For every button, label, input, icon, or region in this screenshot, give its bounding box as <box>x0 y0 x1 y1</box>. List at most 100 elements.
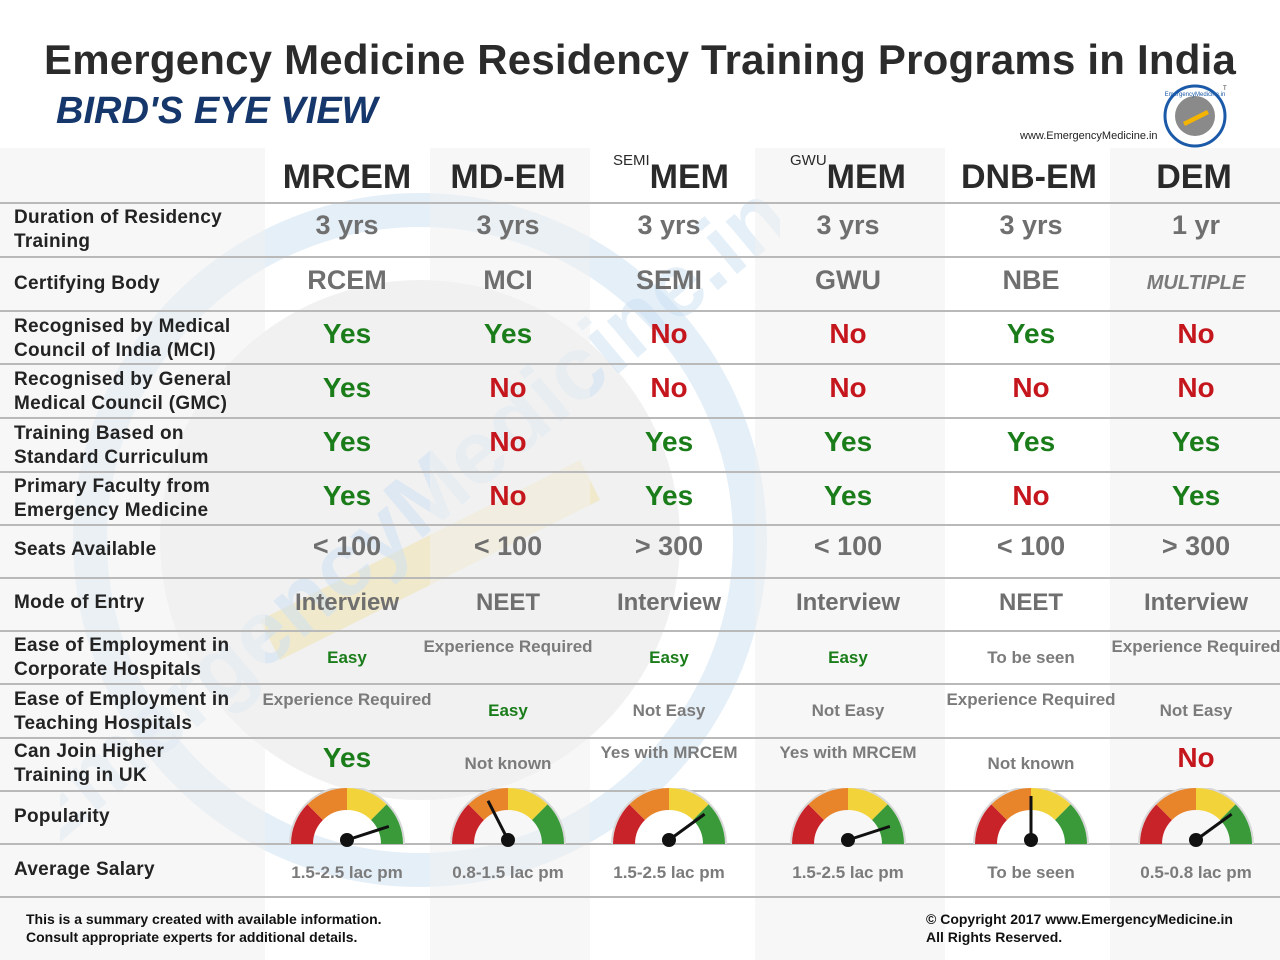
gauge-segment <box>1220 804 1252 844</box>
cell-duration-semi-mem: 3 yrs <box>637 210 701 240</box>
row-label-duration: Duration of Residency Training <box>14 207 222 252</box>
cell-gmc-dnb-em: No <box>1012 372 1050 403</box>
cell-certifying-mrcem: RCEM <box>307 265 387 295</box>
row-separator <box>0 630 1280 632</box>
cell-faculty-dem: Yes <box>1171 480 1221 511</box>
popularity-gauge-dem <box>1138 788 1254 847</box>
cell-corporate-mrcem: Easy <box>327 648 367 667</box>
stripe-col-4 <box>755 148 945 960</box>
cell-uk-md-em: Not known <box>464 754 552 773</box>
column-header-md-em: MD-EM <box>450 158 566 196</box>
gauge-needle <box>847 824 891 842</box>
cell-gmc-md-em: No <box>489 372 527 403</box>
column-header-gwu-mem: GWUMEM <box>790 152 906 196</box>
cell-entry-semi-mem: Interview <box>616 589 722 616</box>
gauge-hub <box>1024 833 1038 847</box>
row-separator <box>0 363 1280 365</box>
cell-mci-mrcem: Yes <box>322 318 372 349</box>
gauge-hub <box>340 833 354 847</box>
cell-curriculum-gwu-mem: Yes <box>823 426 873 457</box>
cell-certifying-md-em: MCI <box>483 265 533 295</box>
row-label-mci: Recognised by Medical Council of India (… <box>14 316 231 361</box>
cell-uk-mrcem: Yes <box>322 742 372 773</box>
row-separator <box>0 896 1280 898</box>
row-label-popularity: Popularity <box>14 806 110 827</box>
cell-gmc-gwu-mem: No <box>829 372 867 403</box>
cell-certifying-gwu-mem: GWU <box>815 265 881 295</box>
row-label-corporate: Ease of Employment in Corporate Hospital… <box>14 635 230 680</box>
gauge-hub <box>501 833 515 847</box>
cell-duration-dem: 1 yr <box>1171 210 1221 240</box>
cell-uk-dem: No <box>1177 742 1215 773</box>
cell-uk-dnb-em: Not known <box>987 754 1075 773</box>
cell-faculty-dnb-em: No <box>1012 480 1050 511</box>
gauge-segment <box>1055 804 1087 844</box>
gauge-segment <box>1140 804 1172 844</box>
cell-mci-dnb-em: Yes <box>1006 318 1056 349</box>
website-url: www.EmergencyMedicine.in <box>1020 130 1158 142</box>
column-header-mrcem: MRCEM <box>282 158 412 196</box>
popularity-gauge-gwu-mem <box>790 788 906 847</box>
row-separator <box>0 310 1280 312</box>
popularity-gauge-md-em <box>450 788 566 847</box>
gauge-segment <box>872 804 904 844</box>
cell-corporate-md-em: Experience Required <box>423 637 593 656</box>
column-header-dnb-em: DNB-EM <box>961 158 1097 196</box>
logo-tm: TM <box>1223 86 1227 92</box>
cell-seats-dem: > 300 <box>1161 531 1231 561</box>
row-label-seats: Seats Available <box>14 539 157 560</box>
cell-entry-dem: Interview <box>1143 589 1249 616</box>
cell-teaching-gwu-mem: Not Easy <box>811 701 885 720</box>
cell-salary-gwu-mem: 1.5-2.5 lac pm <box>792 863 904 882</box>
comparison-table: MRCEM MD-EM SEMIMEM GWUMEM DNB-EM DEM Du… <box>0 148 1280 960</box>
row-separator <box>0 737 1280 739</box>
row-label-certifying-body: Certifying Body <box>14 273 160 294</box>
gauge-hub <box>662 833 676 847</box>
popularity-gauge-dnb-em <box>973 788 1089 847</box>
row-label-uk: Can Join Higher Training in UK <box>14 741 165 786</box>
gauge-needle <box>1195 812 1233 842</box>
row-separator <box>0 417 1280 419</box>
cell-seats-gwu-mem: < 100 <box>813 531 883 561</box>
gauge-hub <box>1189 833 1203 847</box>
row-label-faculty: Primary Faculty from Emergency Medicine <box>14 476 211 521</box>
page-subtitle: BIRD'S EYE VIEW <box>56 90 378 132</box>
column-header-dem: DEM <box>1156 158 1232 196</box>
cell-mci-dem: No <box>1177 318 1215 349</box>
cell-entry-md-em: NEET <box>475 589 540 616</box>
cell-teaching-semi-mem: Not Easy <box>632 701 706 720</box>
cell-salary-mrcem: 1.5-2.5 lac pm <box>291 863 403 882</box>
cell-uk-semi-mem: Yes with MRCEM <box>600 743 738 762</box>
stripe-col-6 <box>1110 148 1280 960</box>
column-prefix: SEMI <box>612 152 650 169</box>
cell-mci-semi-mem: No <box>650 318 688 349</box>
row-separator <box>0 577 1280 579</box>
cell-certifying-dem: MULTIPLE <box>1146 272 1246 294</box>
cell-curriculum-semi-mem: Yes <box>644 426 694 457</box>
cell-salary-md-em: 0.8-1.5 lac pm <box>452 863 564 882</box>
cell-curriculum-mrcem: Yes <box>322 426 372 457</box>
cell-mci-md-em: Yes <box>483 318 533 349</box>
row-label-entry: Mode of Entry <box>14 592 145 613</box>
cell-seats-semi-mem: > 300 <box>634 531 704 561</box>
gauge-segment <box>1031 788 1071 820</box>
cell-faculty-mrcem: Yes <box>322 480 372 511</box>
cell-duration-gwu-mem: 3 yrs <box>816 210 880 240</box>
cell-certifying-dnb-em: NBE <box>1002 265 1060 295</box>
cell-duration-md-em: 3 yrs <box>476 210 540 240</box>
cell-mci-gwu-mem: No <box>829 318 867 349</box>
row-label-teaching: Ease of Employment in Teaching Hospitals <box>14 689 230 734</box>
row-separator <box>0 202 1280 204</box>
gauge-hub <box>841 833 855 847</box>
cell-certifying-semi-mem: SEMI <box>635 265 702 295</box>
cell-teaching-dem: Not Easy <box>1159 701 1233 720</box>
cell-curriculum-md-em: No <box>489 426 527 457</box>
cell-faculty-semi-mem: Yes <box>644 480 694 511</box>
row-label-curriculum: Training Based on Standard Curriculum <box>14 423 209 468</box>
cell-teaching-mrcem: Experience Required <box>262 690 432 709</box>
logo-text: EmergencyMedicine.in <box>1165 92 1226 98</box>
cell-entry-gwu-mem: Interview <box>795 589 901 616</box>
cell-curriculum-dnb-em: Yes <box>1006 426 1056 457</box>
cell-corporate-dem: Experience Required <box>1111 637 1280 656</box>
popularity-gauge-mrcem <box>289 788 405 847</box>
